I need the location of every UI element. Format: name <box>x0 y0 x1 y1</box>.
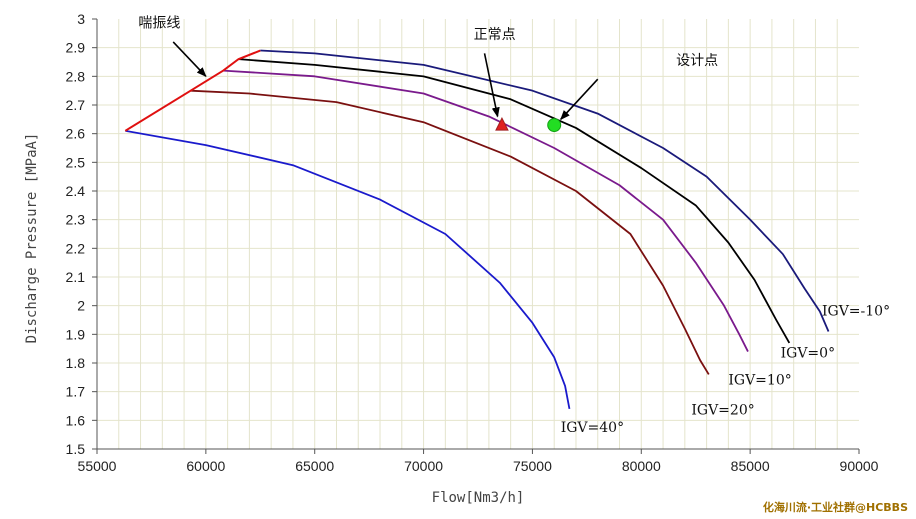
y-tick-label: 2.9 <box>66 40 86 56</box>
design-point-marker <box>547 118 562 133</box>
annotation-label-2: 设计点 <box>676 53 718 69</box>
normal-point-marker <box>495 116 509 131</box>
y-axis-title: Discharge Pressure [MPaA] <box>24 133 40 344</box>
curves <box>125 49 830 410</box>
y-tick-label: 2.1 <box>66 269 86 285</box>
annotation-label-0: 喘振线 <box>138 15 180 32</box>
series-line-3 <box>190 89 710 375</box>
x-tick-label: 80000 <box>622 458 661 474</box>
y-tick-label: 2.4 <box>66 183 86 199</box>
series-line-2 <box>223 69 749 352</box>
y-tick-label: 2.2 <box>66 240 86 256</box>
grid <box>97 19 859 449</box>
x-tick-label: 65000 <box>295 458 334 474</box>
y-tick-label: 1.8 <box>66 355 86 371</box>
y-tick-label: 1.5 <box>66 441 86 457</box>
series-label-4: IGV=40° <box>561 420 624 436</box>
x-tick-label: 70000 <box>404 458 443 474</box>
series-label-2: IGV=10° <box>728 373 791 389</box>
annotation-arrow-2 <box>560 78 599 121</box>
y-tick-label: 2.5 <box>66 154 86 170</box>
markers <box>495 116 562 133</box>
series-line-1 <box>238 58 791 344</box>
series-label-0: IGV=-10° <box>822 304 890 320</box>
x-axis-title: Flow[Nm3/h] <box>432 490 525 506</box>
series-line-0 <box>260 49 830 332</box>
y-tick-label: 3 <box>77 11 85 27</box>
annotation-arrow-1 <box>483 53 500 118</box>
x-tick-label: 85000 <box>731 458 770 474</box>
series-labels: IGV=-10° IGV=0° IGV=10° IGV=20° IGV=40° <box>561 304 890 436</box>
series-label-1: IGV=0° <box>781 345 835 361</box>
axes <box>92 18 860 454</box>
y-tick-label: 1.6 <box>66 412 86 428</box>
y-tick-label: 1.7 <box>66 384 86 400</box>
x-tick-label: 75000 <box>513 458 552 474</box>
annotation-label-1: 正常点 <box>474 27 516 43</box>
x-tick-label: 55000 <box>78 458 117 474</box>
y-tick-label: 1.9 <box>66 326 86 342</box>
y-tick-label: 2.3 <box>66 212 86 228</box>
watermark: 化海川流·工业社群@HCBBS <box>763 500 908 514</box>
series-label-3: IGV=20° <box>691 403 754 419</box>
annotation-arrow-0 <box>172 41 207 78</box>
x-tick-label: 90000 <box>840 458 879 474</box>
x-tick-label: 60000 <box>186 458 225 474</box>
surge-line-group <box>124 49 261 132</box>
series-line-4 <box>125 129 571 410</box>
surge-line <box>124 49 261 132</box>
y-tick-label: 2 <box>77 298 85 314</box>
y-tick-label: 2.8 <box>66 68 86 84</box>
y-tick-label: 2.7 <box>66 97 86 113</box>
tick-labels: 55000 60000 65000 70000 75000 80000 85000 90000… <box>66 11 879 474</box>
y-tick-label: 2.6 <box>66 126 86 142</box>
